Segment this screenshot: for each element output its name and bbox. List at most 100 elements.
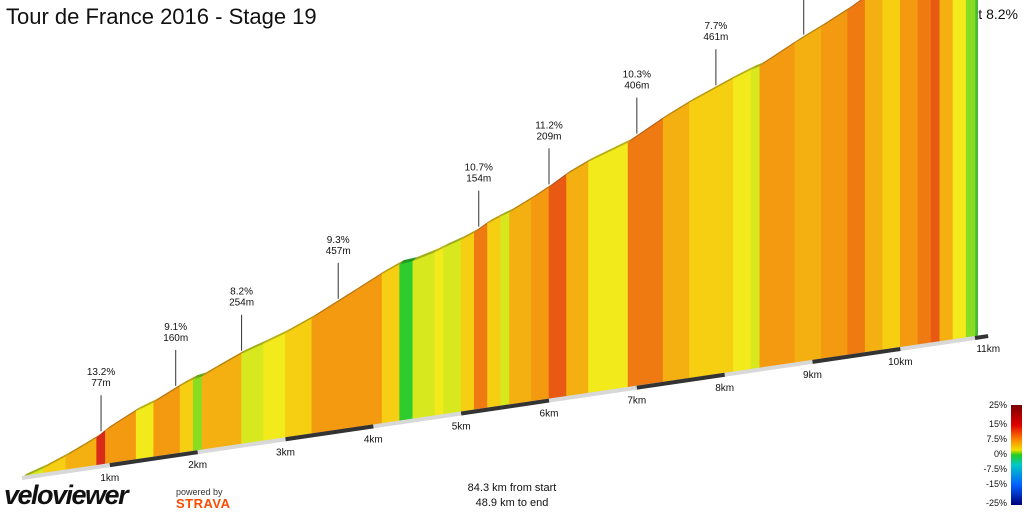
x-tick-label: 2km (188, 460, 207, 471)
km-marker-block (812, 346, 901, 364)
gradient-segment (509, 198, 532, 407)
gradient-segment (627, 118, 664, 390)
gradient-segment (588, 142, 629, 396)
legend-label: 0% (993, 449, 1007, 459)
x-tick-label: 6km (540, 409, 559, 420)
segment-top-face (751, 62, 764, 70)
gradient-segment (381, 263, 400, 426)
gradient-segment (917, 0, 932, 347)
annotation-grade: 11.2% (535, 120, 563, 131)
annotation-length: 160m (163, 333, 188, 344)
km-marker-block (974, 334, 989, 340)
gradient-segment (179, 378, 194, 456)
x-tick-label: 11km (976, 344, 1000, 355)
profile-end-wall (975, 0, 978, 338)
veloviewer-logo[interactable]: veloviewer (4, 480, 129, 510)
segment-top-face (83, 433, 101, 446)
annotation-grade: 7.7% (704, 21, 727, 32)
gradient-segment (531, 186, 550, 404)
gradient-segment (965, 0, 976, 340)
gradient-segment (820, 9, 848, 361)
segment-top-face (43, 452, 70, 468)
annotation-length: 461m (703, 32, 728, 43)
segment-top-face (628, 114, 668, 143)
segment-top-face (22, 463, 48, 478)
gradient-segment (847, 0, 866, 358)
gradient-segment (201, 368, 216, 452)
segment-top-face (509, 194, 536, 213)
segment-top-face (474, 219, 492, 233)
annotation-grade: 9.3% (327, 235, 350, 246)
powered-by-label: powered by (176, 487, 223, 497)
annotation-grade: 10.7% (465, 163, 493, 174)
annotation-length: 77m (91, 378, 110, 389)
annotation-grade: 8.2% (230, 287, 253, 298)
legend-label: 15% (988, 419, 1007, 429)
gradient-segment (759, 42, 796, 370)
legend-label: 25% (988, 400, 1007, 410)
gradient-segment (566, 161, 589, 399)
segment-top-face (847, 0, 862, 11)
km-marker-block (285, 424, 374, 442)
annotation-length: 406m (624, 81, 649, 92)
km-marker-block (636, 372, 725, 390)
gradient-segment (192, 376, 203, 454)
gradient-segment (548, 173, 567, 401)
legend-label: -25% (985, 498, 1007, 508)
location-info: 84.3 km from start 48.9 km to end (412, 481, 612, 511)
segment-top-face (588, 138, 633, 162)
x-tick-label: 9km (803, 370, 822, 381)
segment-top-face (500, 208, 514, 217)
gradient-segment (900, 0, 919, 350)
x-tick-label: 1km (100, 473, 119, 484)
annotation-length: 154m (466, 174, 491, 185)
segment-top-face (531, 183, 554, 199)
segment-top-face (65, 441, 88, 457)
annotation-length: 457m (326, 246, 351, 257)
segment-top-face (355, 269, 387, 291)
gradient-legend-bar (1011, 405, 1022, 505)
segment-top-face (153, 382, 185, 403)
segment-top-face (263, 329, 290, 344)
gradient-segment (733, 69, 752, 374)
x-tick-label: 4km (364, 434, 383, 445)
segment-top-face (311, 286, 360, 319)
gradient-segment (500, 211, 510, 409)
segment-top-face (96, 426, 110, 438)
gradient-segment (930, 0, 941, 345)
segment-top-face (759, 39, 799, 67)
legend-label: -15% (985, 479, 1007, 489)
gradient-segment (105, 410, 137, 467)
gradient-segment (487, 215, 501, 410)
gradient-segment (864, 0, 884, 355)
gradient-segment (474, 222, 488, 412)
gradient-segment (214, 353, 242, 450)
annotation-length: 209m (536, 131, 561, 142)
annotation-grade: 10.3% (623, 70, 651, 81)
gradient-segment (443, 239, 462, 417)
segment-top-face (689, 74, 738, 103)
segment-top-face (663, 98, 694, 119)
gradient-segment (460, 232, 475, 414)
distance-from-start: 84.3 km from start (467, 482, 557, 494)
gradient-segment (689, 78, 734, 381)
gradient-segment (355, 273, 383, 430)
gradient-segment (412, 251, 436, 421)
segment-top-face (241, 339, 268, 354)
strava-logo[interactable]: STRAVA (176, 496, 231, 511)
km-marker-block (109, 450, 198, 468)
x-tick-label: 5km (452, 421, 471, 432)
segment-top-face (412, 248, 439, 262)
gradient-segment (263, 332, 286, 443)
gradient-segment (135, 401, 155, 462)
annotation-grade: 13.2% (87, 367, 115, 378)
segment-top-face (443, 235, 466, 248)
gradient-segment (952, 0, 967, 342)
gradient-segment (83, 437, 97, 470)
segment-top-face (733, 65, 756, 79)
x-tick-label: 3km (276, 447, 295, 458)
gradient-segment (311, 290, 357, 436)
segment-top-face (215, 349, 246, 369)
legend-label: 7.5% (986, 434, 1007, 444)
segment-top-face (136, 398, 158, 411)
